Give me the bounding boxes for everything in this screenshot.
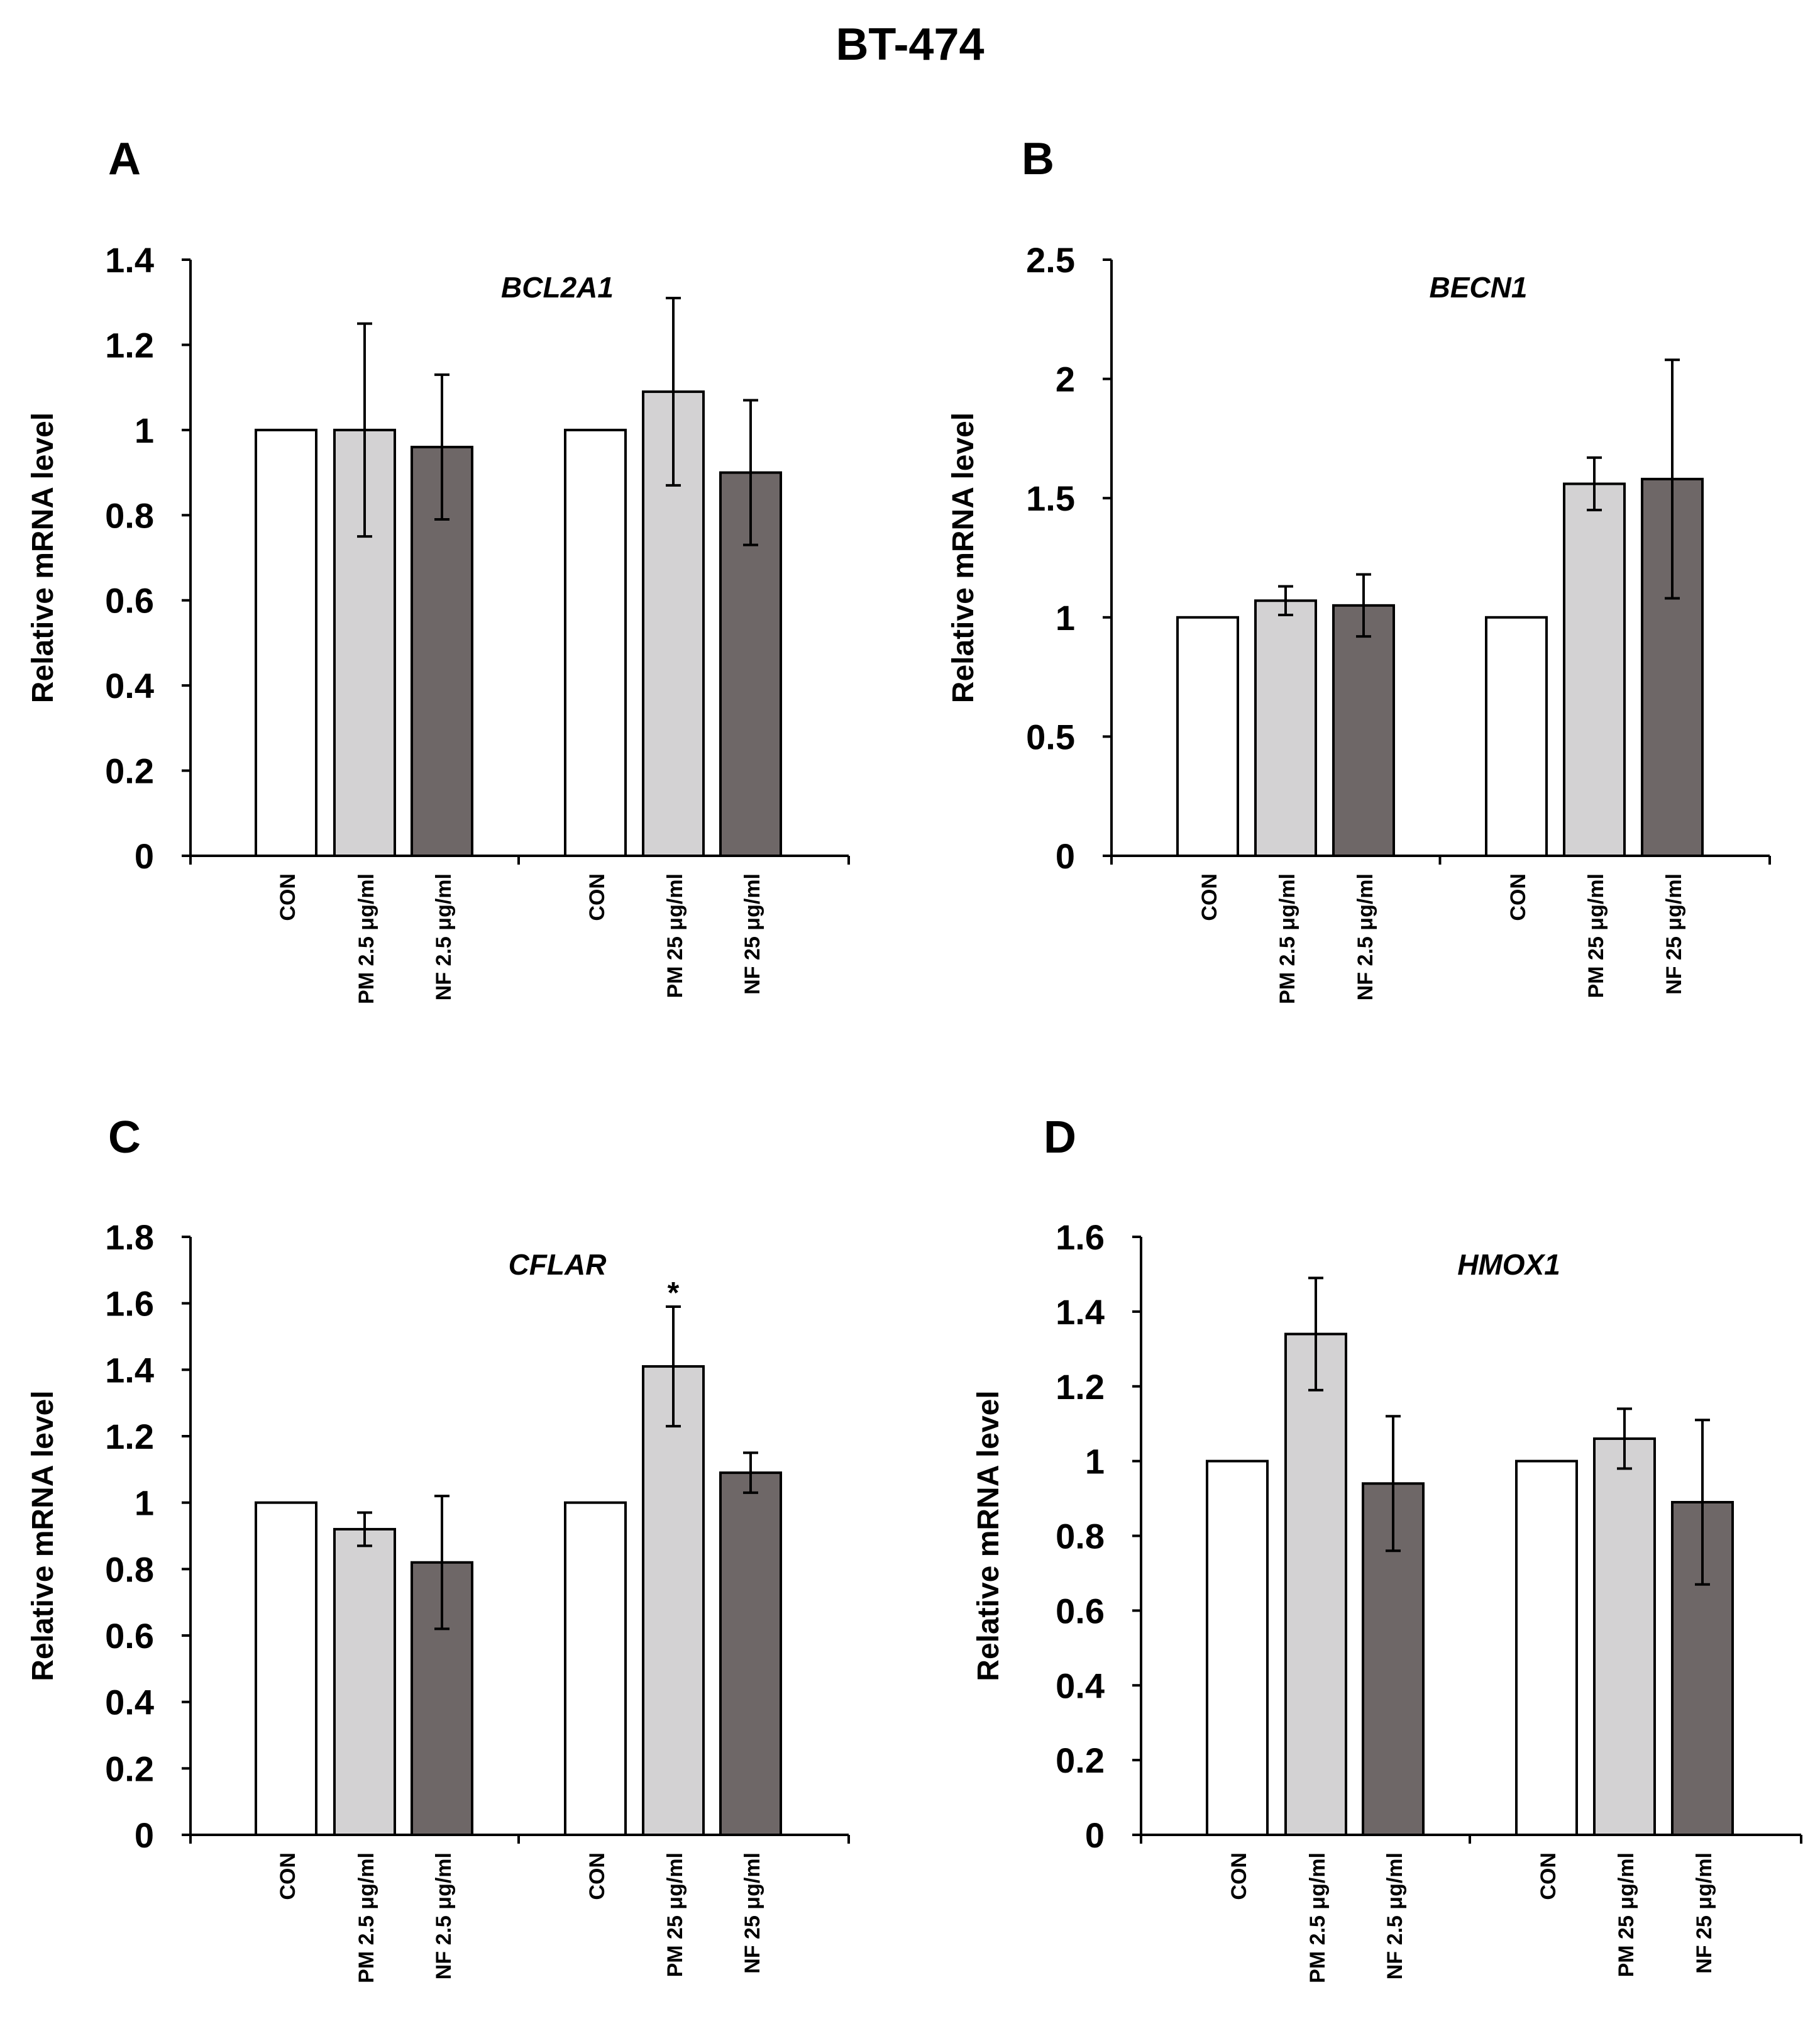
y-tick-label: 0.8 <box>105 1549 154 1589</box>
category-label: CON <box>1227 1852 1251 1900</box>
y-axis-title: Relative mRNA level <box>972 1390 1005 1681</box>
category-label: CON <box>1536 1852 1560 1900</box>
y-tick-label: 0.2 <box>105 1749 154 1788</box>
category-label: PM 2.5 μg/ml <box>1306 1852 1330 1983</box>
y-axis-title: Relative mRNA level <box>947 412 980 703</box>
panel-label-a: A <box>108 134 141 184</box>
bar-2 <box>333 1527 396 1837</box>
bar-2 <box>1284 1332 1347 1837</box>
y-tick-label: 0.2 <box>1056 1741 1105 1780</box>
bar-5 <box>642 1365 705 1837</box>
figure-title: BT-474 <box>836 19 984 70</box>
bar-1 <box>1176 616 1239 857</box>
y-tick-label: 0.8 <box>105 495 154 535</box>
category-label: CON <box>276 1852 300 1900</box>
y-tick-label: 1.2 <box>105 325 154 365</box>
chart-panel-c: 0 0.2 0.4 0.6 0.8 1 1.2 1.4 1.6 1.8 Relative mRNA … <box>26 1217 850 1983</box>
chart-title: HMOX1 <box>1457 1248 1560 1281</box>
y-axis-title: Relative mRNA level <box>26 1390 60 1681</box>
bar-5 <box>1563 482 1626 857</box>
y-tick-label: 0.5 <box>1026 717 1075 756</box>
y-tick-label: 2.5 <box>1026 240 1075 280</box>
y-tick-label: 1.5 <box>1026 479 1075 518</box>
y-tick-label: 1 <box>1085 1442 1105 1481</box>
y-tick-label: 0.4 <box>105 666 154 706</box>
chart-title: BCL2A1 <box>501 271 614 304</box>
y-tick-label: 1.2 <box>1056 1367 1105 1407</box>
y-tick-label: 0.4 <box>105 1683 154 1722</box>
category-label: CON <box>585 1852 609 1900</box>
bar-4 <box>564 1501 627 1837</box>
y-tick-label: 1 <box>135 411 154 450</box>
y-tick-label: 0.8 <box>1056 1517 1105 1556</box>
panel-label-d: D <box>1044 1112 1076 1163</box>
y-tick-label: 1.8 <box>105 1217 154 1257</box>
chart-panel-d: 0 0.2 0.4 0.6 0.8 1 1.2 1.4 1.6 Relative mRNA lev… <box>972 1217 1802 1983</box>
y-tick-label: 0.6 <box>105 1616 154 1656</box>
chart-panel-b: 0 0.5 1 1.5 2 2.5 Relative mRNA level BECN1 CON P… <box>947 240 1771 1004</box>
y-tick-label: 1.4 <box>105 240 154 280</box>
category-label: PM 2.5 μg/ml <box>355 873 378 1004</box>
chart-title: CFLAR <box>509 1248 607 1281</box>
y-tick-label: 1.2 <box>105 1417 154 1456</box>
bar-2 <box>1254 599 1317 857</box>
panel-label-c: C <box>108 1112 141 1163</box>
category-label: CON <box>1198 873 1222 921</box>
y-tick-label: 0 <box>135 836 154 876</box>
significance-marker: * <box>668 1276 680 1310</box>
y-tick-label: 0.4 <box>1056 1666 1105 1705</box>
y-tick-label: 1 <box>1056 598 1075 638</box>
panel-label-b: B <box>1022 134 1054 184</box>
y-tick-label: 1.6 <box>105 1284 154 1324</box>
y-tick-label: 0 <box>1085 1815 1105 1855</box>
bar-1 <box>255 1501 317 1837</box>
chart-panel-a: 0 0.2 0.4 0.6 0.8 1 1.2 1.4 Relative mRNA level B… <box>26 240 850 1004</box>
bar-6 <box>719 1471 782 1837</box>
y-tick-label: 1 <box>135 1483 154 1523</box>
y-tick-label: 0.6 <box>1056 1591 1105 1630</box>
bar-1 <box>255 428 317 857</box>
category-label: CON <box>276 873 300 921</box>
category-label: PM 25 μg/ml <box>663 873 687 998</box>
category-label: NF 2.5 μg/ml <box>432 873 456 1000</box>
chart-title: BECN1 <box>1430 271 1528 304</box>
category-label: PM 25 μg/ml <box>1614 1852 1638 1977</box>
bar-5 <box>1593 1437 1656 1836</box>
category-label: PM 2.5 μg/ml <box>1276 873 1299 1004</box>
y-tick-label: 0.6 <box>105 581 154 621</box>
category-label: NF 25 μg/ml <box>741 873 764 995</box>
y-tick-label: 1.6 <box>1056 1217 1105 1257</box>
category-label: NF 2.5 μg/ml <box>432 1852 456 1979</box>
y-tick-label: 0.2 <box>105 751 154 791</box>
category-label: PM 25 μg/ml <box>663 1852 687 1977</box>
bar-4 <box>1485 616 1548 857</box>
category-label: PM 2.5 μg/ml <box>355 1852 378 1983</box>
category-label: PM 25 μg/ml <box>1584 873 1608 998</box>
category-label: NF 2.5 μg/ml <box>1354 873 1377 1000</box>
category-label: NF 25 μg/ml <box>1662 873 1686 995</box>
bar-1 <box>1206 1459 1269 1836</box>
category-label: NF 25 μg/ml <box>1692 1852 1716 1974</box>
y-tick-label: 0 <box>135 1815 154 1855</box>
y-tick-label: 1.4 <box>1056 1292 1105 1332</box>
y-axis-title: Relative mRNA level <box>26 412 60 703</box>
category-label: NF 2.5 μg/ml <box>1383 1852 1407 1979</box>
bar-4 <box>564 428 627 857</box>
category-label: CON <box>1506 873 1530 921</box>
y-tick-label: 0 <box>1056 836 1075 876</box>
bar-4 <box>1515 1459 1578 1836</box>
bar-3 <box>1332 604 1395 858</box>
category-label: CON <box>585 873 609 921</box>
y-tick-label: 1.4 <box>105 1350 154 1390</box>
category-label: NF 25 μg/ml <box>741 1852 764 1974</box>
y-tick-label: 2 <box>1056 360 1075 399</box>
